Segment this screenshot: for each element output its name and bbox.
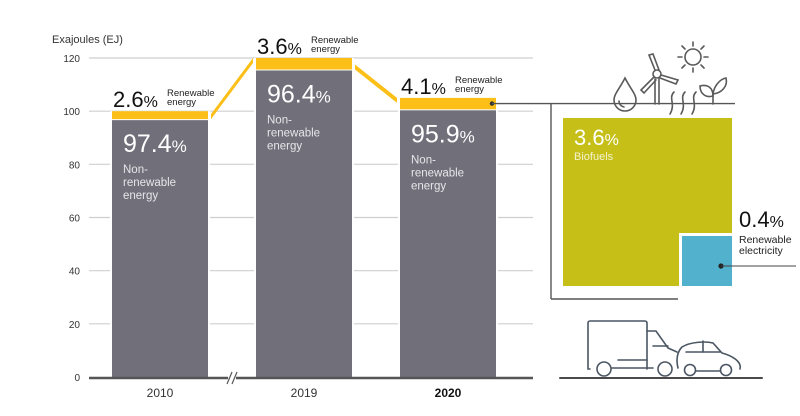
- y-tick-label: 40: [69, 267, 81, 278]
- axis-break-mark: [231, 371, 238, 385]
- renewable-percent-label: 3.6%: [257, 34, 302, 59]
- y-axis-label: Exajoules (EJ): [52, 34, 123, 46]
- y-tick-label: 20: [69, 320, 81, 331]
- x-axis-ticks: 2010 2019 2020: [147, 386, 462, 400]
- x-tick-label: 2020: [435, 386, 462, 400]
- renewable-label: energy: [455, 84, 484, 95]
- axis-break-mark: [226, 371, 233, 385]
- electricity-label: electricity: [739, 245, 784, 257]
- leaf-sprout-icon: [699, 77, 728, 105]
- renewable-connector: [355, 64, 397, 103]
- car-icon: [676, 340, 742, 377]
- non-renewable-label: Non-: [267, 114, 292, 126]
- bars: 97.4%Non-renewableenergy2.6%Renewableene…: [110, 34, 503, 378]
- non-renewable-label: renewable: [411, 167, 464, 179]
- biofuels-label: Biofuels: [574, 151, 614, 163]
- electricity-label: Renewable: [739, 234, 792, 246]
- sun-icon: [677, 41, 709, 73]
- non-renewable-label: energy: [267, 140, 302, 152]
- truck-icon: [587, 320, 678, 377]
- bar-non-renewable: [256, 70, 352, 377]
- electricity-percent-label: 0.4%: [739, 207, 784, 232]
- x-tick-label: 2019: [291, 386, 318, 400]
- non-renewable-label: energy: [123, 190, 158, 202]
- bar-renewable: [256, 58, 352, 70]
- non-renewable-label: Non-: [123, 164, 148, 176]
- renewable-connector: [211, 58, 253, 120]
- y-tick-label: 80: [69, 160, 81, 171]
- y-tick-label: 100: [63, 107, 80, 118]
- y-tick-label: 0: [74, 373, 80, 384]
- non-renewable-label: Non-: [411, 154, 436, 166]
- wind-turbine-icon: [639, 53, 680, 105]
- transport-icons: [559, 320, 763, 379]
- renewable-icons: [613, 41, 728, 115]
- bar-non-renewable: [400, 110, 496, 377]
- biofuels-percent-label: 3.6%: [574, 125, 619, 150]
- renewable-label: Renewable: [311, 35, 359, 46]
- bar-renewable: [112, 111, 208, 120]
- renewable-label: Renewable: [455, 75, 503, 86]
- renewable-label: energy: [167, 97, 196, 108]
- y-tick-label: 120: [63, 54, 80, 65]
- renewable-label: energy: [311, 44, 340, 55]
- y-axis-ticks: 0 20 40 60 80 100 120: [63, 54, 80, 384]
- non-renewable-label: renewable: [267, 127, 320, 139]
- electricity-square: [682, 236, 732, 286]
- non-renewable-label: energy: [411, 180, 446, 192]
- water-drop-icon: [613, 76, 637, 112]
- bar-renewable: [400, 97, 496, 110]
- x-tick-label: 2010: [147, 386, 174, 400]
- renewable-connectors: [211, 58, 397, 120]
- heat-waves-icon: [669, 91, 697, 115]
- renewable-percent-label: 2.6%: [113, 87, 158, 112]
- renewable-percent-label: 4.1%: [401, 74, 446, 99]
- bar-non-renewable: [112, 120, 208, 378]
- y-tick-label: 60: [69, 214, 81, 225]
- non-renewable-label: renewable: [123, 177, 176, 189]
- renewable-label: Renewable: [167, 88, 215, 99]
- x-axis: [89, 371, 533, 385]
